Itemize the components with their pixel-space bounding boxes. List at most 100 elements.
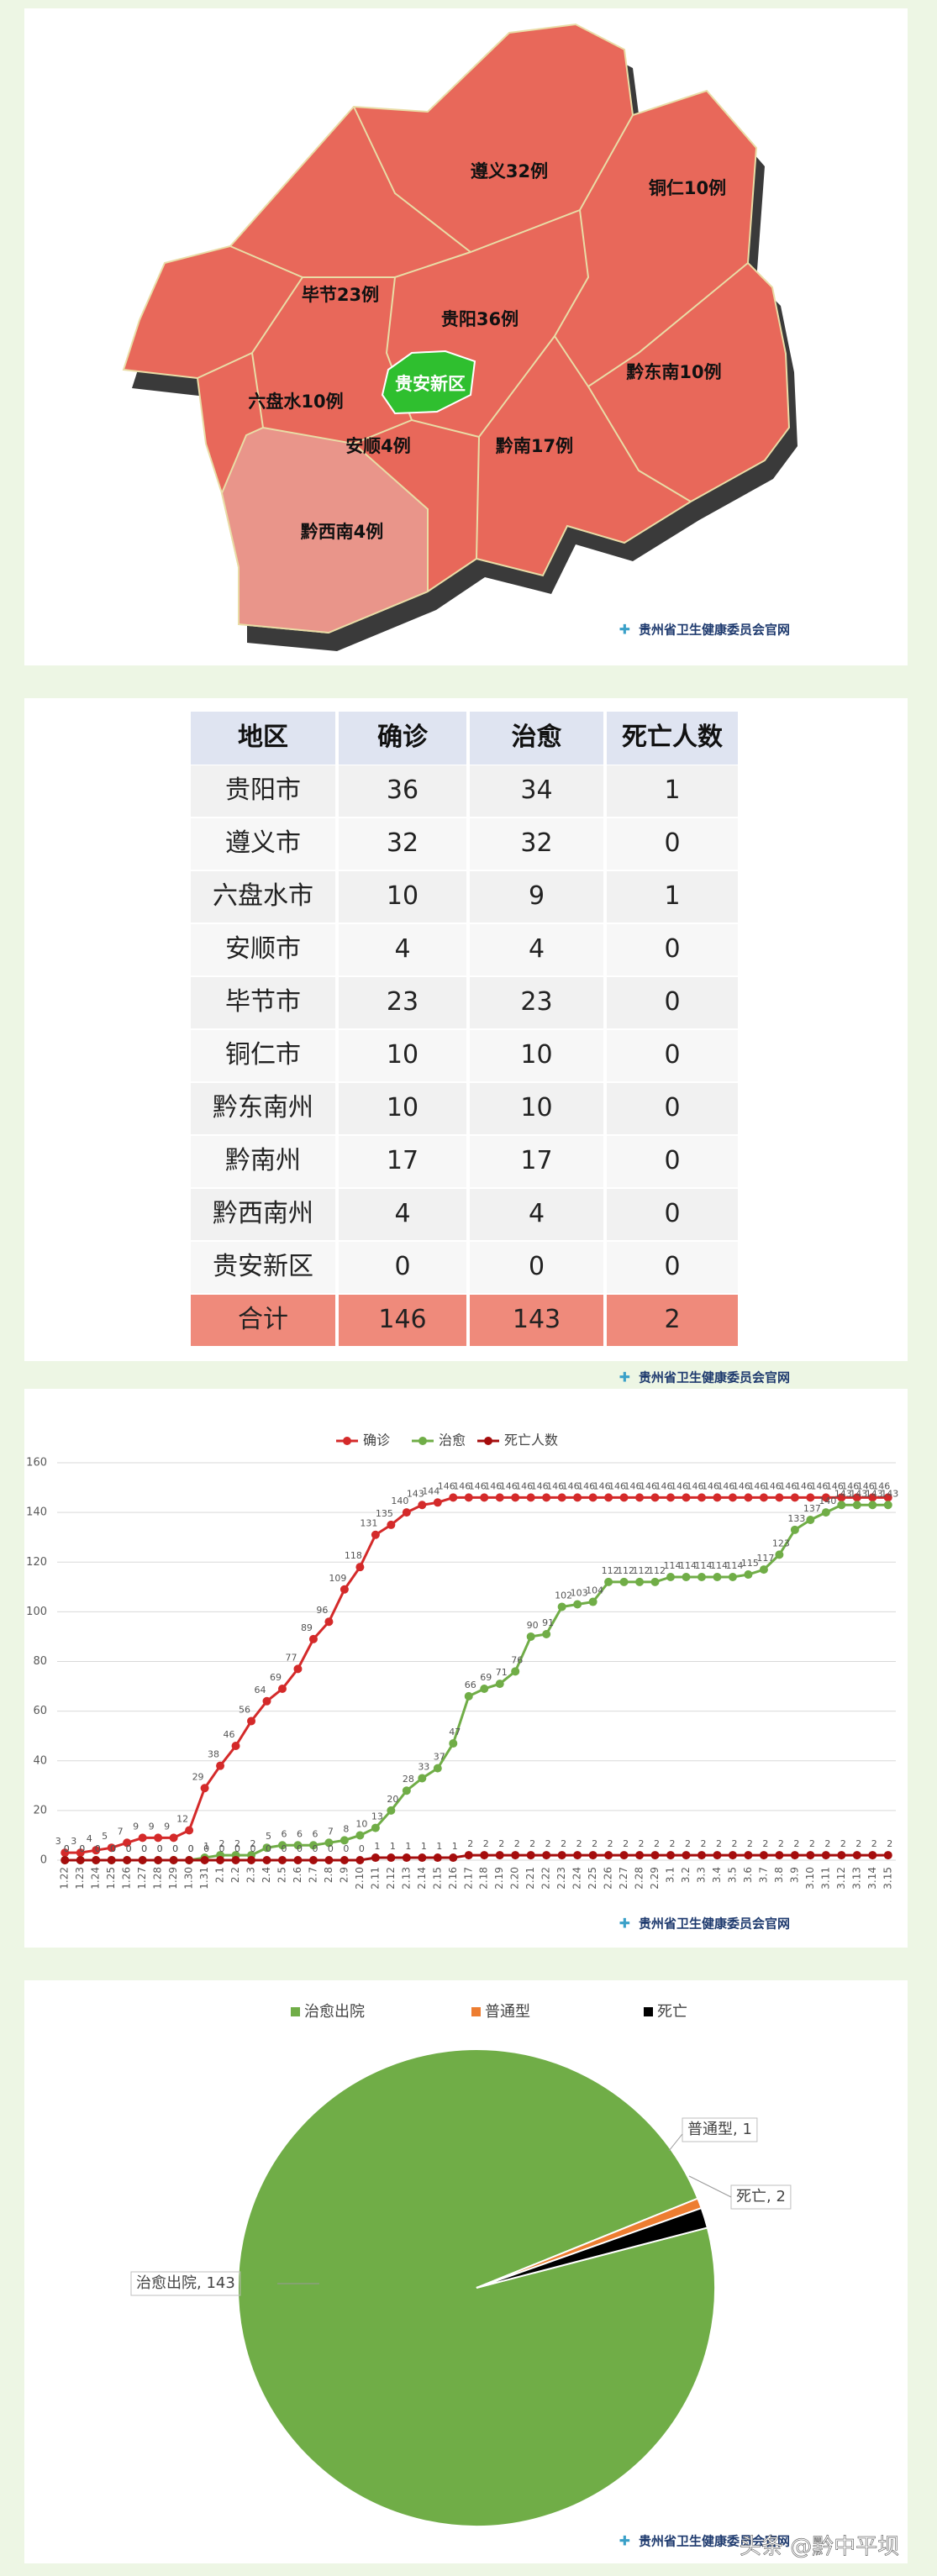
data-label: 146 bbox=[608, 1480, 626, 1491]
point bbox=[262, 1856, 271, 1864]
data-label: 0 bbox=[250, 1843, 256, 1854]
point bbox=[790, 1851, 799, 1860]
data-label: 146 bbox=[764, 1480, 782, 1491]
data-label: 115 bbox=[741, 1558, 759, 1569]
data-label: 37 bbox=[434, 1752, 445, 1763]
data-label: 0 bbox=[219, 1843, 225, 1854]
map-label: 六盘水10例 bbox=[248, 392, 343, 412]
data-label: 1 bbox=[374, 1841, 380, 1852]
data-label: 1 bbox=[436, 1841, 442, 1852]
point bbox=[449, 1493, 458, 1502]
cell-text: 146 bbox=[378, 1305, 426, 1334]
y-tick-label: 80 bbox=[33, 1655, 47, 1668]
cell-text: 4 bbox=[394, 1199, 410, 1228]
source: 贵州省卫生健康委员会官网 bbox=[639, 1916, 790, 1932]
point bbox=[557, 1493, 566, 1502]
data-label: 146 bbox=[733, 1480, 750, 1491]
data-label: 20 bbox=[387, 1794, 398, 1805]
point bbox=[107, 1843, 116, 1853]
data-label: 死亡, 2 bbox=[736, 2188, 786, 2205]
point bbox=[216, 1761, 225, 1770]
point bbox=[557, 1851, 566, 1860]
cell-text: 安顺市 bbox=[225, 934, 301, 964]
point bbox=[588, 1597, 597, 1606]
data-label: 146 bbox=[810, 1480, 828, 1491]
data-label: 0 bbox=[172, 1843, 178, 1854]
point bbox=[728, 1572, 737, 1581]
cell-text: 0 bbox=[664, 828, 680, 858]
point bbox=[76, 1856, 85, 1864]
pie-slice bbox=[476, 2206, 709, 2289]
data-label: 29 bbox=[192, 1771, 204, 1782]
data-label: 146 bbox=[671, 1480, 688, 1491]
point bbox=[464, 1851, 473, 1860]
point bbox=[883, 1501, 892, 1510]
x-tick-label: 2.25 bbox=[587, 1867, 598, 1890]
legend-label: 死亡 bbox=[657, 2003, 687, 2021]
x-tick-label: 3.2 bbox=[680, 1867, 692, 1883]
legend-swatch bbox=[291, 2007, 300, 2016]
x-tick-label: 3.7 bbox=[757, 1867, 769, 1883]
cell bbox=[339, 1136, 466, 1187]
x-tick-label: 2.18 bbox=[478, 1867, 490, 1890]
x-tick-label: 2.5 bbox=[276, 1867, 287, 1883]
data-label: 0 bbox=[328, 1843, 334, 1854]
point bbox=[355, 1831, 365, 1840]
data-label: 146 bbox=[686, 1480, 703, 1491]
cell bbox=[191, 871, 335, 923]
point bbox=[308, 1856, 318, 1864]
point bbox=[744, 1493, 753, 1502]
cell bbox=[607, 1242, 738, 1293]
data-label: 114 bbox=[710, 1560, 728, 1571]
data-label: 146 bbox=[500, 1480, 518, 1491]
data-label: 2 bbox=[545, 1838, 551, 1849]
point bbox=[324, 1856, 334, 1864]
x-tick-label: 2.14 bbox=[416, 1867, 428, 1890]
point bbox=[619, 1851, 629, 1860]
point bbox=[433, 1853, 442, 1863]
y-tick-label: 20 bbox=[33, 1804, 47, 1816]
cell-text: 0 bbox=[664, 987, 680, 1017]
source: 贵州省卫生健康委员会官网 bbox=[639, 2534, 790, 2549]
point bbox=[511, 1851, 520, 1860]
point bbox=[495, 1680, 504, 1689]
x-tick-label: 2.6 bbox=[292, 1867, 303, 1883]
point bbox=[449, 1739, 458, 1748]
data-label: 2 bbox=[592, 1838, 597, 1849]
data-label: 96 bbox=[316, 1605, 328, 1616]
x-tick-label: 3.13 bbox=[850, 1867, 862, 1890]
point bbox=[542, 1493, 551, 1502]
data-label: 2 bbox=[685, 1838, 691, 1849]
point bbox=[666, 1572, 676, 1581]
data-label: 8 bbox=[343, 1823, 349, 1834]
data-label: 1 bbox=[405, 1841, 411, 1852]
cell-text: 10 bbox=[387, 881, 418, 911]
map-label: 铜仁10例 bbox=[649, 178, 726, 198]
data-label: 146 bbox=[562, 1480, 580, 1491]
point bbox=[666, 1851, 676, 1860]
data-label: 2 bbox=[608, 1838, 613, 1849]
cell-text: 1 bbox=[664, 881, 680, 911]
data-label: 2 bbox=[700, 1838, 706, 1849]
point bbox=[371, 1530, 380, 1539]
data-label: 91 bbox=[542, 1617, 554, 1628]
map-guian bbox=[381, 350, 476, 415]
x-tick-label: 1.25 bbox=[105, 1867, 117, 1890]
data-label: 117 bbox=[756, 1553, 774, 1564]
x-tick-label: 2.10 bbox=[354, 1867, 366, 1890]
x-tick-label: 2.29 bbox=[649, 1867, 661, 1890]
cell-text: 0 bbox=[394, 1252, 410, 1281]
data-label: 143 bbox=[866, 1488, 883, 1499]
data-label: 2 bbox=[529, 1838, 535, 1849]
data-label: 2 bbox=[778, 1838, 784, 1849]
data-label: 143 bbox=[850, 1488, 867, 1499]
point bbox=[573, 1600, 582, 1609]
point bbox=[744, 1851, 753, 1860]
cell bbox=[470, 1242, 603, 1293]
y-tick-label: 140 bbox=[26, 1506, 47, 1519]
source-icon: ✚ bbox=[619, 1916, 630, 1932]
point bbox=[123, 1838, 132, 1848]
point bbox=[526, 1851, 535, 1860]
cell bbox=[470, 1083, 603, 1134]
point bbox=[635, 1493, 645, 1502]
